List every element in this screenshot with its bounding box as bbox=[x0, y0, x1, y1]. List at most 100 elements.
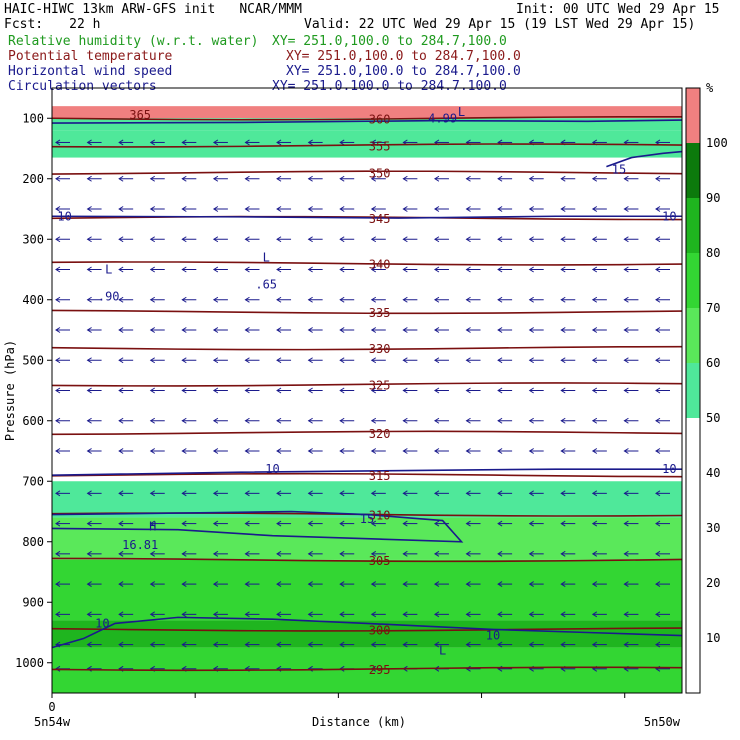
y-tick-label: 1000 bbox=[15, 656, 44, 670]
model-title: HAIC-HIWC 13km ARW-GFS init bbox=[4, 2, 216, 17]
theta-label-355: 355 bbox=[369, 139, 391, 153]
wind-vector bbox=[181, 417, 197, 424]
wind-vector bbox=[623, 206, 639, 212]
wind-vector bbox=[528, 296, 544, 303]
x-end-label-right: 5n50w bbox=[644, 715, 681, 729]
wind-vector bbox=[497, 387, 513, 394]
wind-vector bbox=[55, 387, 70, 394]
wind-vector bbox=[591, 387, 607, 394]
wind-vector bbox=[560, 520, 576, 527]
wind-vector bbox=[655, 448, 670, 454]
wind-vector bbox=[655, 206, 670, 212]
wind-vector bbox=[276, 581, 292, 588]
wind-vector bbox=[118, 357, 134, 364]
wind-vector bbox=[307, 448, 323, 454]
theta-label-315: 315 bbox=[369, 469, 391, 483]
theta-label-320: 320 bbox=[369, 427, 391, 441]
rh-region-5 bbox=[52, 559, 682, 621]
wind-vector bbox=[244, 550, 260, 557]
wind-vector bbox=[212, 357, 228, 364]
wind-vector bbox=[307, 520, 323, 527]
wind-vector bbox=[339, 520, 355, 527]
wind-vector bbox=[528, 387, 544, 394]
wind-vector bbox=[307, 139, 323, 146]
colorbar-bin bbox=[686, 143, 700, 198]
wind-vector bbox=[402, 641, 418, 648]
wind-vector bbox=[591, 175, 607, 182]
wind-vector bbox=[181, 236, 197, 243]
contour-label-layer: 360 355 350 345 340 335 330 325 320 315 310 305 300 2… bbox=[57, 105, 676, 677]
wind-vector bbox=[434, 417, 449, 424]
wind-vector bbox=[528, 520, 544, 527]
wind-vector bbox=[339, 175, 355, 182]
wind-vector bbox=[434, 581, 449, 588]
wind-vector bbox=[86, 357, 102, 364]
wind-vector bbox=[528, 327, 544, 333]
x-axis-label: Distance (km) bbox=[312, 715, 406, 729]
wind-vector bbox=[655, 266, 670, 273]
theta-contour-350 bbox=[51, 170, 683, 175]
wind-vector bbox=[623, 296, 639, 303]
wind-vector bbox=[276, 611, 292, 618]
wind-vector bbox=[339, 139, 355, 146]
y-tick-label: 800 bbox=[22, 535, 44, 549]
wind-vector bbox=[181, 206, 197, 212]
wind-vector bbox=[623, 520, 639, 527]
wind-vector bbox=[55, 448, 70, 454]
wind-vector bbox=[149, 206, 165, 212]
wind-vector bbox=[244, 175, 260, 182]
wind-vector bbox=[86, 417, 102, 424]
wind-vector bbox=[655, 175, 670, 182]
wind-vector bbox=[118, 387, 134, 394]
wind-vector bbox=[528, 236, 544, 243]
wind-vector bbox=[402, 581, 418, 588]
wind-vector bbox=[86, 266, 102, 273]
theta-label-305: 305 bbox=[369, 554, 391, 568]
wind-vector bbox=[528, 641, 544, 648]
wind-vector bbox=[149, 581, 165, 588]
wind-vector bbox=[465, 448, 481, 454]
colorbar-tick-label: 40 bbox=[706, 466, 720, 480]
field-theta: Potential temperature bbox=[8, 49, 173, 64]
wind-vector bbox=[465, 581, 481, 588]
wind-vector bbox=[623, 236, 639, 243]
wind-vector bbox=[434, 175, 449, 182]
wind-vector bbox=[55, 357, 70, 364]
theta-contour-305 bbox=[51, 557, 683, 563]
wind-vector bbox=[86, 581, 102, 588]
wind-vector bbox=[434, 641, 449, 648]
wind-vector bbox=[149, 417, 165, 424]
wind-vector bbox=[528, 175, 544, 182]
wind-vector bbox=[465, 611, 481, 618]
rh-region-3 bbox=[52, 481, 682, 518]
y-tick-label: 500 bbox=[22, 353, 44, 367]
wind-vector bbox=[497, 550, 513, 557]
colorbar-bin bbox=[686, 528, 700, 583]
colorbar-tick-label: 20 bbox=[706, 576, 720, 590]
field-wind: Horizontal wind speed bbox=[8, 64, 173, 79]
wind-vector bbox=[149, 387, 165, 394]
colorbar-bin bbox=[686, 88, 700, 143]
colorbar-frame bbox=[685, 87, 701, 694]
wind-vector bbox=[370, 611, 386, 618]
y-tick-label: 400 bbox=[22, 293, 44, 307]
xy-theta: XY= 251.0,100.0 to 284.7,100.0 bbox=[286, 49, 521, 64]
wind-vector bbox=[149, 236, 165, 243]
wind-vector bbox=[86, 520, 102, 527]
wind-vector bbox=[118, 206, 134, 212]
colorbar-tick-label: 10 bbox=[706, 631, 720, 645]
wind-vector bbox=[276, 206, 292, 212]
wind-vector bbox=[212, 296, 228, 303]
colorbar-tick-label: 60 bbox=[706, 356, 720, 370]
wind-vector bbox=[560, 206, 576, 212]
wind-vector bbox=[118, 139, 134, 146]
wind-vector bbox=[181, 139, 197, 146]
wind-vector bbox=[655, 387, 670, 394]
y-tick-label: 700 bbox=[22, 474, 44, 488]
wind-vector bbox=[591, 581, 607, 588]
wind-vector bbox=[465, 296, 481, 303]
wind-vector bbox=[339, 296, 355, 303]
field-list: Relative humidity (w.r.t. water) Potenti… bbox=[8, 34, 258, 90]
wind-vector bbox=[434, 387, 449, 394]
wind-vector bbox=[307, 641, 323, 648]
